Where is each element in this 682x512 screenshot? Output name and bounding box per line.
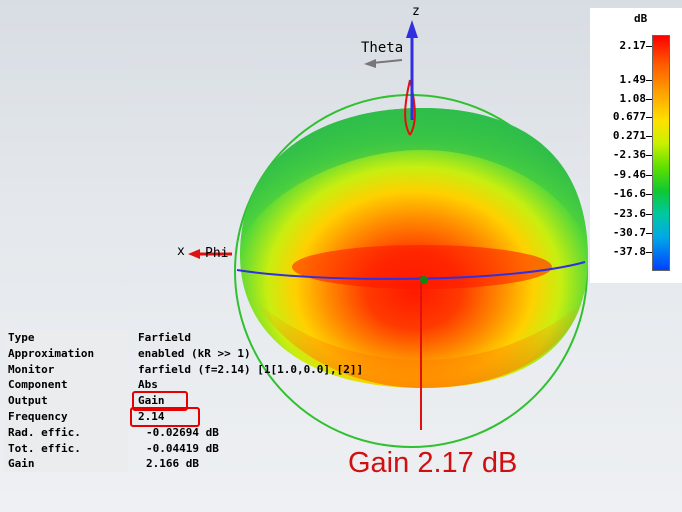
colorbar-tick — [646, 80, 652, 81]
info-row-component: Component Abs — [4, 377, 444, 394]
phi-label: Phi — [205, 246, 229, 261]
colorbar-tick — [646, 175, 652, 176]
info-key: Component — [4, 377, 128, 394]
info-row-gain: Gain 2.166 dB — [4, 456, 444, 473]
colorbar-tick — [646, 46, 652, 47]
info-key: Frequency — [4, 408, 128, 425]
colorbar-tick-label: 2.17 — [619, 39, 647, 52]
colorbar-tick-label: -37.8 — [612, 245, 646, 258]
colorbar-tick — [646, 214, 652, 215]
colorbar-tick-label: -9.46 — [612, 168, 646, 181]
colorbar-tick — [646, 99, 652, 100]
info-value: 2.166 dB — [146, 457, 199, 471]
theta-label: Theta — [361, 40, 404, 56]
colorbar-tick-label: 1.49 — [619, 73, 647, 86]
info-value: -0.04419 dB — [146, 441, 219, 455]
colorbar-tick-label: 0.677 — [612, 110, 646, 123]
info-key: Type — [4, 330, 128, 346]
info-key: Gain — [4, 456, 128, 473]
output-highlight-box — [132, 391, 188, 412]
info-row-monitor: Monitor farfield (f=2.14) [1[1.0,0.0],[2… — [4, 361, 444, 378]
info-row-type: Type Farfield — [4, 330, 444, 346]
x-axis-label: x — [177, 244, 185, 259]
colorbar-tick — [646, 136, 652, 137]
info-value: Gain — [138, 394, 165, 408]
colorbar-gradient — [652, 35, 670, 271]
frequency-highlight-box — [130, 406, 200, 427]
colorbar-tick — [646, 233, 652, 234]
colorbar-tick-label: 1.08 — [619, 92, 647, 105]
colorbar-tick-label: 0.271 — [612, 129, 646, 142]
info-value: Abs — [138, 378, 158, 392]
info-row-output: Output Gain — [4, 391, 444, 412]
colorbar-tick — [646, 117, 652, 118]
info-value: farfield (f=2.14) [1[1.0,0.0],[2]] — [138, 362, 364, 376]
colorbar-tick — [646, 155, 652, 156]
z-axis-arrow — [406, 20, 418, 38]
info-key: Approximation — [4, 345, 128, 362]
info-row-rad-effic: Rad. effic. -0.02694 dB — [4, 424, 444, 441]
colorbar-tick-label: -23.6 — [612, 207, 646, 220]
info-value: Farfield — [138, 331, 191, 344]
info-row-tot-effic: Tot. effic. -0.04419 dB — [4, 440, 444, 457]
info-row-approximation: Approximation enabled (kR >> 1) — [4, 345, 444, 362]
colorbar-unit: dB — [634, 12, 648, 25]
info-value: 2.14 — [138, 409, 165, 423]
colorbar-tick-label: -2.36 — [612, 148, 646, 161]
info-value: enabled (kR >> 1) — [138, 346, 251, 360]
origin-marker — [420, 276, 428, 284]
colorbar-tick — [646, 194, 652, 195]
info-key: Monitor — [4, 361, 128, 378]
colorbar-tick-label: -16.6 — [612, 187, 646, 200]
equator-line — [236, 261, 586, 280]
theta-arrow — [364, 59, 376, 68]
z-axis-label: z — [412, 4, 420, 19]
colorbar-tick-label: -30.7 — [612, 226, 646, 239]
gain-annotation: Gain 2.17 dB — [348, 447, 518, 479]
info-key: Rad. effic. — [4, 424, 128, 441]
info-row-frequency: Frequency 2.14 — [4, 406, 444, 427]
colorbar-tick — [646, 252, 652, 253]
colorbar-legend: dB 2.17 1.49 1.08 0.677 0.271 -2.36 -9.46 -16.6… — [590, 8, 682, 283]
info-value: -0.02694 dB — [146, 425, 219, 439]
info-key: Output — [4, 393, 128, 409]
info-key: Tot. effic. — [4, 440, 128, 457]
farfield-info-panel: Type Farfield Approximation enabled (kR … — [4, 330, 444, 473]
x-axis-arrow — [188, 249, 200, 259]
